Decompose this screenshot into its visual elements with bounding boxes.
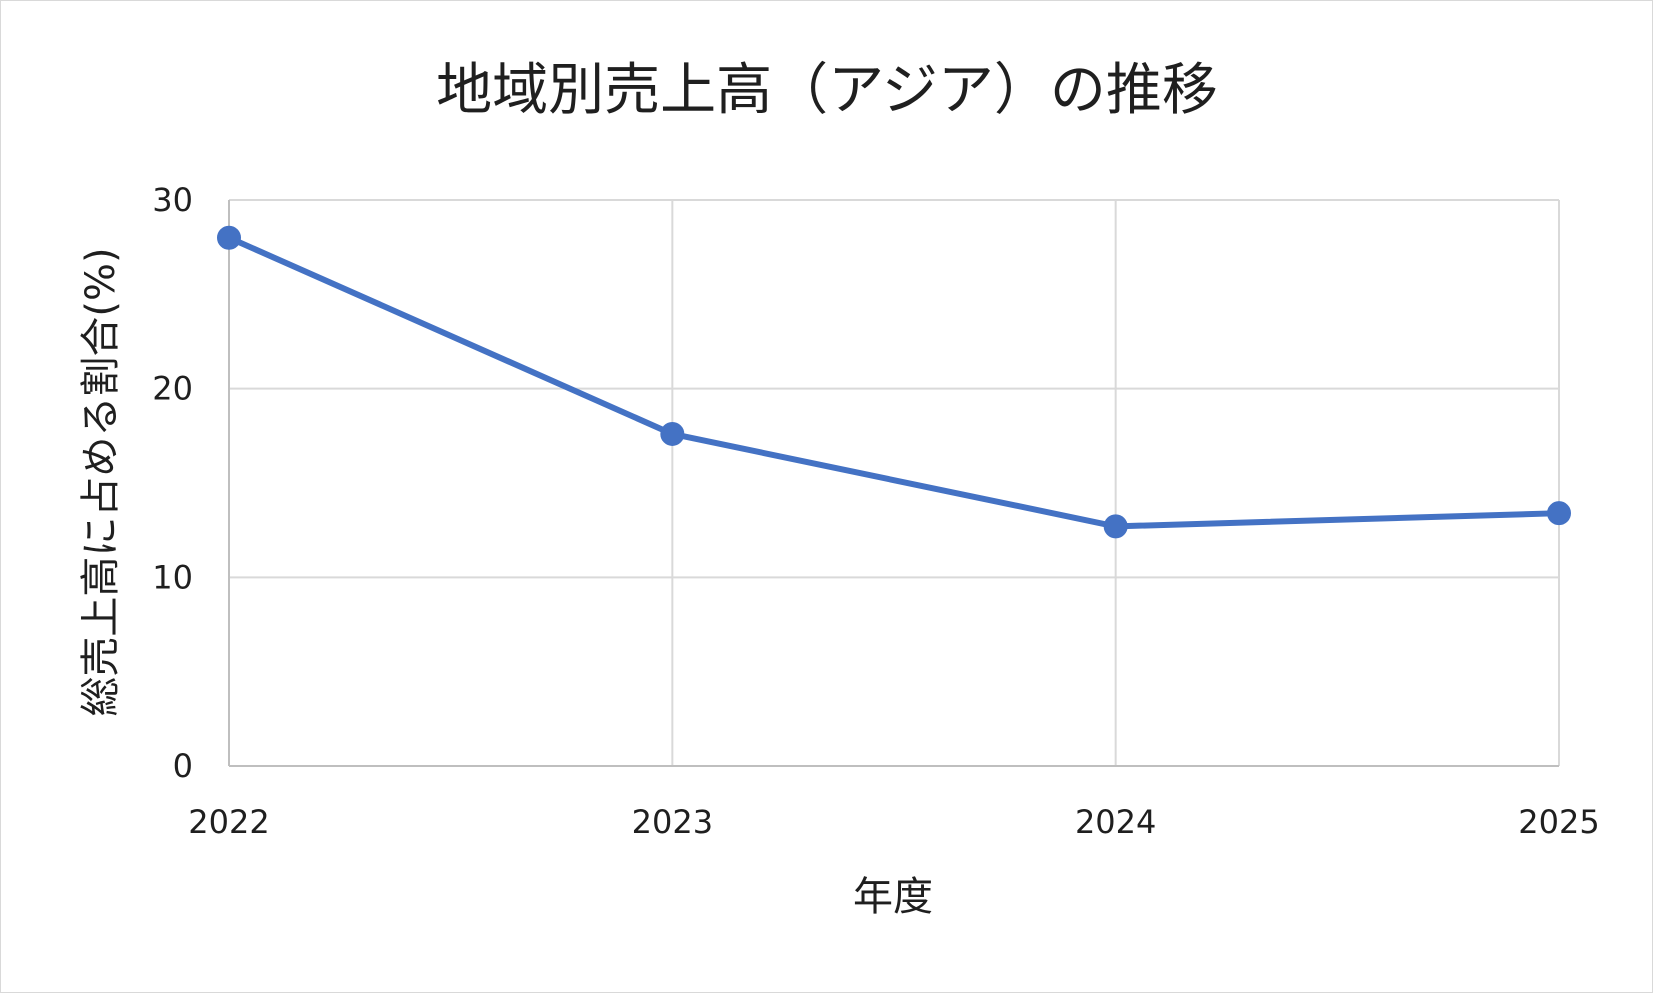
x-tick-label: 2022 — [188, 803, 269, 841]
chart-title: 地域別売上高（アジア）の推移 — [436, 58, 1218, 123]
data-point-marker — [660, 421, 685, 446]
x-axis-title: 年度 — [853, 874, 933, 920]
x-tick-label: 2023 — [632, 803, 713, 841]
x-tick-label: 2025 — [1518, 803, 1599, 841]
x-tick-label: 2024 — [1075, 803, 1156, 841]
tick-labels: 0 10 20 30 2022 2023 2024 2025 — [152, 181, 1599, 841]
y-axis-title: 総売上高に占める割合(%) — [78, 247, 124, 716]
y-tick-label: 20 — [152, 370, 193, 408]
series-line — [226, 234, 1562, 530]
y-tick-label: 30 — [152, 181, 193, 219]
series-group — [217, 225, 1571, 539]
axes — [228, 200, 1559, 767]
data-point-marker — [217, 225, 241, 250]
y-tick-label: 0 — [173, 747, 193, 785]
y-tick-label: 10 — [152, 558, 193, 596]
data-point-marker — [1547, 501, 1571, 526]
data-point-marker — [1103, 514, 1128, 539]
grid-lines — [229, 199, 1560, 766]
